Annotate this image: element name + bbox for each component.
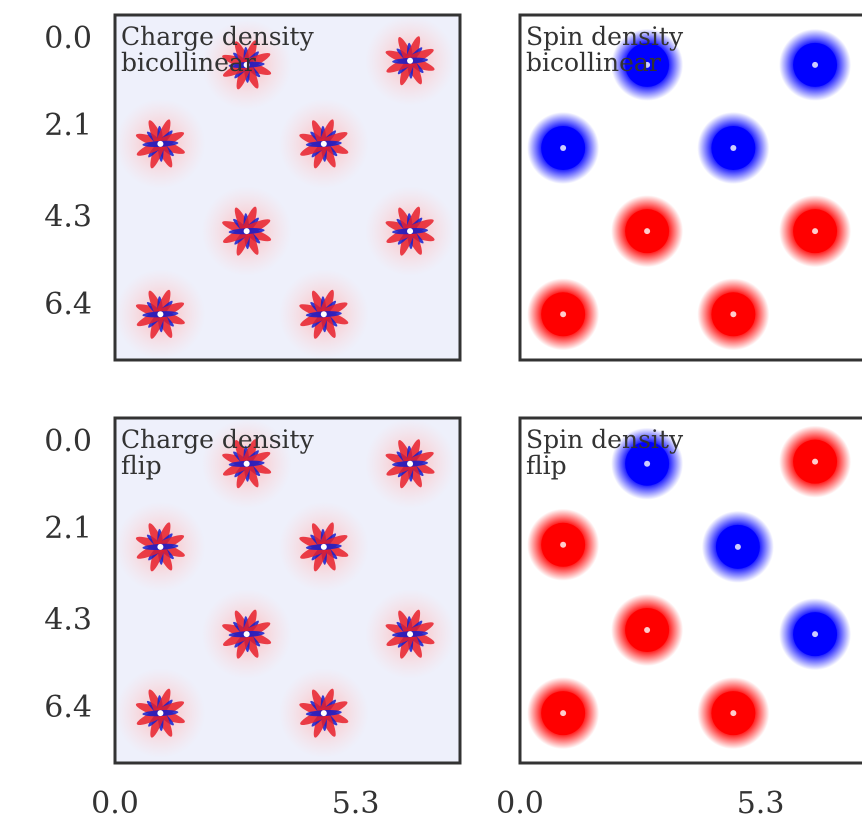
y-tick-label: 6.4 bbox=[44, 287, 92, 322]
spot-center bbox=[812, 631, 818, 637]
panel-title-line: flip bbox=[121, 451, 162, 480]
spot-center bbox=[407, 631, 413, 637]
charge-spot bbox=[202, 589, 292, 679]
spin-spot bbox=[697, 112, 769, 184]
spin-spot bbox=[611, 195, 683, 267]
spot-center bbox=[157, 311, 163, 317]
spot-center bbox=[730, 145, 736, 151]
y-tick-label: 6.4 bbox=[44, 690, 92, 725]
panel-title-line: Charge density bbox=[121, 22, 315, 51]
charge-spot bbox=[365, 589, 455, 679]
spot-center bbox=[812, 62, 818, 68]
spin-spot bbox=[779, 426, 851, 498]
spot-center bbox=[157, 141, 163, 147]
charge-spot bbox=[365, 186, 455, 276]
x-tick-label: 5.3 bbox=[737, 786, 785, 821]
spot-center bbox=[321, 544, 327, 550]
spin-spot bbox=[527, 509, 599, 581]
panel-title-line: flip bbox=[526, 451, 567, 480]
y-tick-label: 0.0 bbox=[44, 21, 92, 56]
charge-spot bbox=[115, 502, 205, 592]
spot-center bbox=[321, 141, 327, 147]
spin-spot bbox=[697, 278, 769, 350]
spot-center bbox=[157, 544, 163, 550]
x-tick-label: 0.0 bbox=[91, 786, 139, 821]
spot-center bbox=[730, 710, 736, 716]
panel-title-line: Spin density bbox=[526, 425, 684, 454]
charge-spot bbox=[279, 99, 369, 189]
x-tick-label: 0.0 bbox=[496, 786, 544, 821]
spot-center bbox=[644, 461, 650, 467]
charge-spot bbox=[202, 186, 292, 276]
spot-center bbox=[730, 311, 736, 317]
y-tick-label: 2.1 bbox=[44, 108, 92, 143]
y-tick-label: 0.0 bbox=[44, 424, 92, 459]
spot-center bbox=[812, 459, 818, 465]
spin-spot bbox=[527, 677, 599, 749]
spot-center bbox=[644, 228, 650, 234]
spot-center bbox=[321, 311, 327, 317]
figure: Charge densitybicollinear0.02.14.36.4Spi… bbox=[0, 0, 862, 830]
spin-spot bbox=[611, 594, 683, 666]
y-tick-label: 4.3 bbox=[44, 200, 92, 235]
charge-spot bbox=[279, 668, 369, 758]
spot-center bbox=[407, 461, 413, 467]
spot-center bbox=[244, 228, 250, 234]
panel-title-line: bicollinear bbox=[121, 48, 256, 77]
panel-title-line: bicollinear bbox=[526, 48, 661, 77]
charge-spot bbox=[365, 16, 455, 106]
spot-center bbox=[560, 710, 566, 716]
spot-center bbox=[407, 228, 413, 234]
spot-center bbox=[321, 710, 327, 716]
charge-spot bbox=[279, 269, 369, 359]
panel-title-line: Spin density bbox=[526, 22, 684, 51]
charge-spot bbox=[115, 99, 205, 189]
y-tick-label: 2.1 bbox=[44, 511, 92, 546]
spin-spot bbox=[779, 29, 851, 101]
x-tick-label: 5.3 bbox=[332, 786, 380, 821]
spin-spot bbox=[697, 677, 769, 749]
spot-center bbox=[560, 311, 566, 317]
y-tick-label: 4.3 bbox=[44, 603, 92, 638]
charge-spot bbox=[115, 668, 205, 758]
spot-center bbox=[560, 145, 566, 151]
spot-center bbox=[244, 461, 250, 467]
spot-center bbox=[244, 631, 250, 637]
spin-spot bbox=[527, 278, 599, 350]
spot-center bbox=[157, 710, 163, 716]
spot-center bbox=[735, 544, 741, 550]
charge-spot bbox=[279, 502, 369, 592]
spot-center bbox=[407, 58, 413, 64]
charge-spot bbox=[365, 419, 455, 509]
spin-spot bbox=[702, 511, 774, 583]
panel-title-line: Charge density bbox=[121, 425, 315, 454]
spot-center bbox=[644, 627, 650, 633]
spot-center bbox=[812, 228, 818, 234]
spin-spot bbox=[527, 112, 599, 184]
charge-spot bbox=[115, 269, 205, 359]
spin-spot bbox=[779, 598, 851, 670]
spin-spot bbox=[779, 195, 851, 267]
spot-center bbox=[560, 542, 566, 548]
